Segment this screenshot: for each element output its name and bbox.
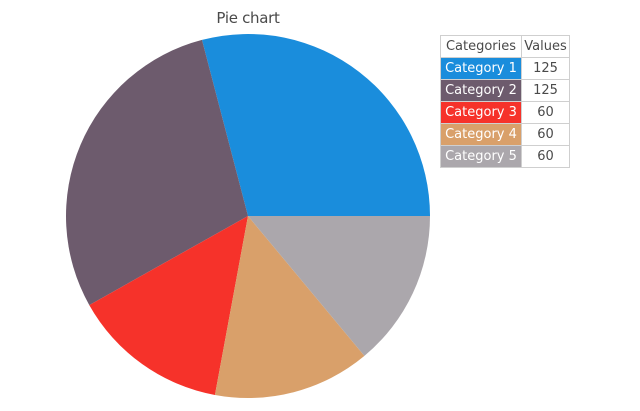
legend-row: Category 4 60 (440, 123, 570, 146)
legend-value: 125 (521, 57, 570, 80)
legend-row: Category 3 60 (440, 101, 570, 124)
legend-value: 60 (521, 101, 570, 124)
pie-slice-2 (65, 39, 248, 306)
pie-slice-4 (214, 216, 365, 398)
legend-category-label: Category 4 (440, 123, 522, 146)
legend-row: Category 1 125 (440, 57, 570, 80)
legend-category-label: Category 5 (440, 145, 522, 168)
legend-value: 60 (521, 145, 570, 168)
chart-title: Pie chart (216, 9, 280, 27)
legend-header-values: Values (521, 35, 570, 58)
pie-slice-1 (201, 33, 430, 216)
legend-row: Category 5 60 (440, 145, 570, 168)
legend-body: Category 1 125 Category 2 125 Category 3 60 Ca… (440, 57, 570, 168)
legend-table: Categories Values Category 1 125 Category … (440, 35, 570, 168)
legend-header-categories: Categories (440, 35, 522, 58)
legend-value: 125 (521, 79, 570, 102)
legend-value: 60 (521, 123, 570, 146)
pie-slice-5 (248, 216, 430, 356)
legend-header-row: Categories Values (440, 35, 570, 58)
legend-category-label: Category 2 (440, 79, 522, 102)
legend-row: Category 2 125 (440, 79, 570, 102)
legend-category-label: Category 1 (440, 57, 522, 80)
pie-slice-3 (89, 216, 248, 395)
legend-category-label: Category 3 (440, 101, 522, 124)
